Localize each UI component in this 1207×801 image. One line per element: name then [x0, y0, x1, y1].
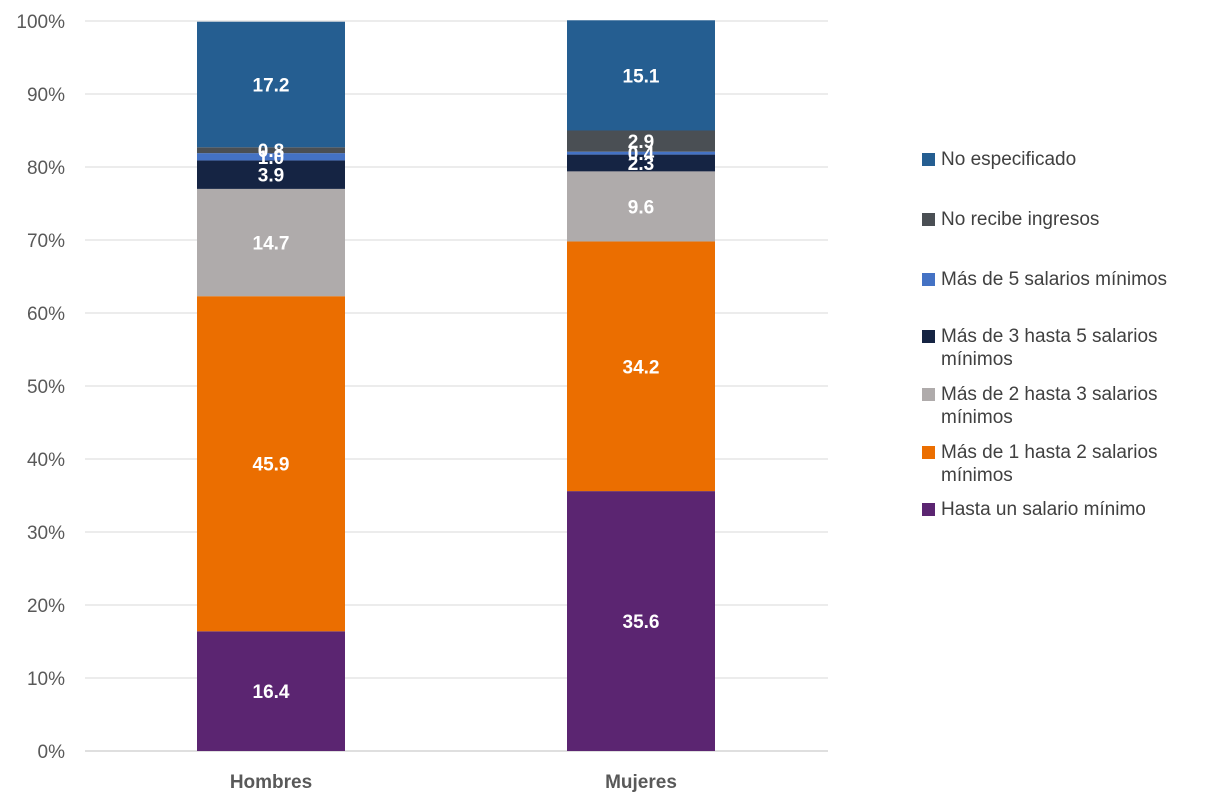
data-label: 3.9 [258, 166, 284, 187]
legend-item: No recibe ingresos [922, 208, 1207, 231]
data-label: 45.9 [253, 455, 290, 476]
bar-segment [197, 188, 345, 297]
bar-segment [197, 147, 345, 154]
legend-item: Más de 2 hasta 3 salarios mínimos [922, 383, 1207, 429]
bar-segment [567, 241, 715, 492]
data-label: 35.6 [623, 612, 660, 633]
legend-swatch [922, 503, 935, 516]
bar-segment [197, 631, 345, 751]
y-tick-label: 40% [27, 450, 65, 471]
legend-label: No especificado [941, 149, 1077, 170]
legend-label: Hasta un salario mínimo [941, 499, 1146, 520]
bar-segment [567, 171, 715, 242]
legend-label: Más de 3 hasta 5 salarios mínimos [941, 326, 1158, 370]
bar-segment [197, 21, 345, 148]
legend-swatch [922, 153, 935, 166]
y-tick-label: 0% [38, 742, 66, 763]
data-label: 17.2 [253, 76, 290, 97]
bar-segment [567, 130, 715, 152]
data-label: 34.2 [623, 357, 660, 378]
data-label: 0.8 [258, 141, 284, 162]
legend-item: Más de 5 salarios mínimos [922, 268, 1207, 291]
legend-item: Hasta un salario mínimo [922, 498, 1207, 521]
legend-label: Más de 5 salarios mínimos [941, 269, 1167, 290]
y-tick-label: 60% [27, 304, 65, 325]
y-tick-label: 10% [27, 669, 65, 690]
bar-segment [567, 154, 715, 172]
y-tick-label: 100% [16, 12, 65, 33]
legend-item: Más de 3 hasta 5 salarios mínimos [922, 325, 1207, 371]
y-tick-label: 80% [27, 158, 65, 179]
legend-item: No especificado [922, 148, 1207, 171]
data-label: 2.3 [628, 154, 654, 175]
legend-swatch [922, 213, 935, 226]
y-tick-label: 50% [27, 377, 65, 398]
bar-segment [567, 20, 715, 131]
y-tick-label: 20% [27, 596, 65, 617]
data-label: 14.7 [253, 234, 290, 255]
y-tick-label: 70% [27, 231, 65, 252]
bar-segment [197, 153, 345, 161]
bar-segment [567, 151, 715, 155]
bar-segment [197, 296, 345, 632]
x-tick-label: Hombres [230, 772, 312, 793]
legend-swatch [922, 446, 935, 459]
y-tick-label: 90% [27, 85, 65, 106]
y-tick-label: 30% [27, 523, 65, 544]
bar-segment [567, 491, 715, 751]
data-label: 2.9 [628, 132, 654, 153]
data-label: 0.4 [628, 144, 655, 165]
legend-label: Más de 2 hasta 3 salarios mínimos [941, 384, 1158, 428]
legend-swatch [922, 273, 935, 286]
data-label: 15.1 [623, 66, 660, 87]
bar-segment [197, 160, 345, 189]
data-label: 9.6 [628, 197, 654, 218]
legend-item: Más de 1 hasta 2 salarios mínimos [922, 441, 1207, 487]
legend-label: Más de 1 hasta 2 salarios mínimos [941, 442, 1158, 486]
legend-swatch [922, 388, 935, 401]
x-tick-label: Mujeres [605, 772, 677, 793]
legend-label: No recibe ingresos [941, 209, 1100, 230]
data-label: 1.0 [258, 148, 284, 169]
data-label: 16.4 [253, 682, 290, 703]
legend-swatch [922, 330, 935, 343]
